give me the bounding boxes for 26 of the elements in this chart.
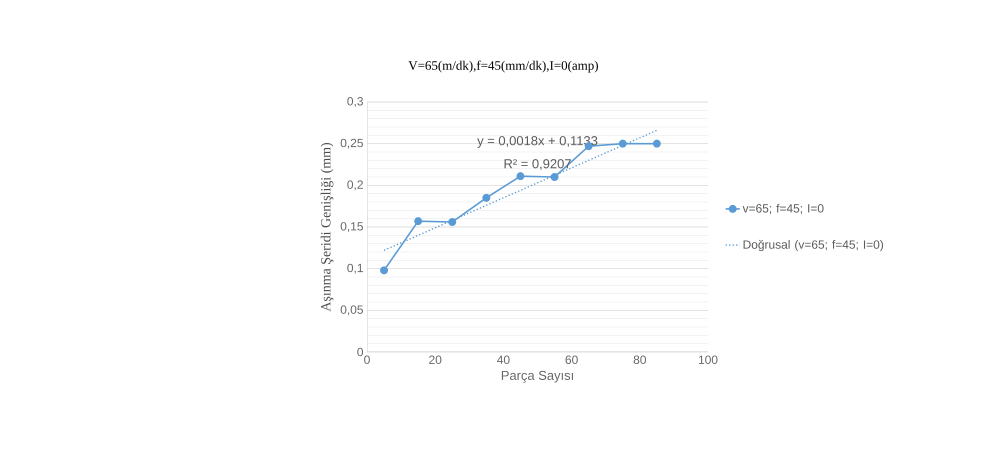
point [482, 194, 490, 202]
chart-title: V=65(m/dk),f=45(mm/dk),I=0(amp) [408, 60, 598, 72]
y-axis-title: Aşınma Şeridi Genişliği (mm) [320, 142, 334, 312]
x-axis-title: Parça Sayısı [502, 370, 573, 383]
point [380, 266, 388, 274]
x-tick-label: 60 [566, 356, 578, 364]
y-tick-label: 0,05 [340, 305, 363, 316]
y-tick-label: 0,25 [340, 138, 363, 149]
point [618, 140, 627, 148]
y-tick-label: 0,2 [347, 180, 363, 190]
y-tick-label: 0,3 [347, 97, 363, 107]
point [448, 218, 456, 226]
point [414, 217, 422, 226]
y-tick-label: 0,15 [340, 222, 363, 232]
x-tick-label: 0 [364, 356, 370, 364]
point [516, 172, 524, 180]
x-tick-label: 20 [429, 356, 442, 364]
point [550, 173, 559, 181]
legend-label: Doğrusal (v=65; f=45; I=0) [744, 240, 884, 252]
y-tick-label: 0 [357, 348, 364, 356]
legend-label: v=65; f=45; I=0 [742, 204, 824, 214]
x-tick-label: 40 [497, 356, 510, 364]
x-tick-label: 80 [634, 356, 646, 364]
x-tick-label: 100 [698, 356, 718, 364]
point [652, 140, 661, 148]
y-tick-label: 0,1 [347, 264, 363, 274]
